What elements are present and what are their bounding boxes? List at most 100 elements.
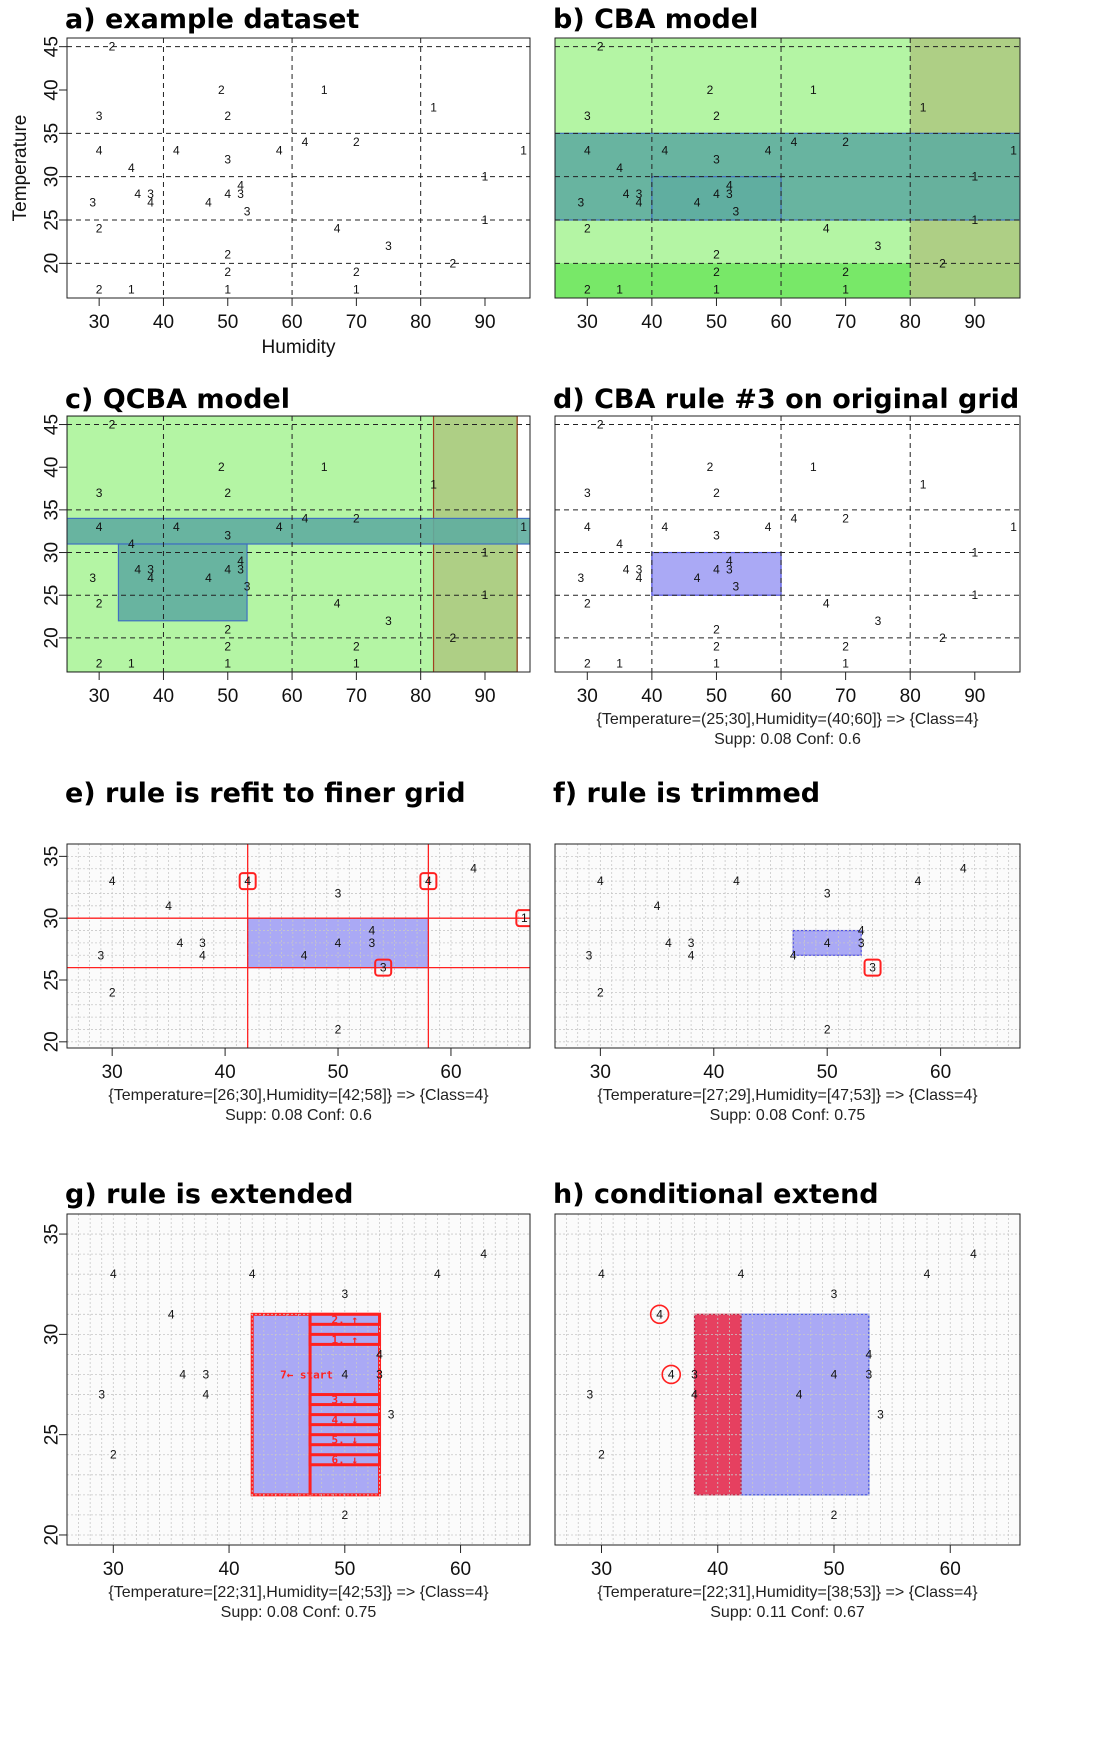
data-point: 3 (732, 580, 739, 594)
data-point: 4 (434, 1267, 441, 1281)
data-point: 4 (796, 1388, 803, 1402)
data-point: 3 (376, 1367, 383, 1381)
data-point: 4 (713, 187, 720, 201)
data-point: 3 (713, 528, 720, 542)
data-point: 4 (369, 924, 376, 938)
data-point: 2 (224, 109, 231, 123)
x-tick-label: 30 (591, 1559, 612, 1580)
extension-step (308, 1332, 382, 1346)
data-point: 4 (691, 1388, 698, 1402)
y-axis-label: Temperature (10, 115, 31, 222)
data-point: 1 (224, 282, 231, 296)
data-point: 4 (694, 571, 701, 585)
data-point: 2 (353, 265, 360, 279)
panel-title: h) conditional extend (553, 1179, 879, 1210)
data-point: 2 (335, 1022, 342, 1036)
start-label: 7← start (280, 1368, 333, 1381)
data-point: 1 (128, 282, 135, 296)
data-point: 4 (915, 874, 922, 888)
panel-h: h) conditional extend 4 4 3 4 4 4 4 3 4 3 4 4 3 4 3 2 2 30… (550, 1179, 1100, 1699)
data-point: 4 (335, 936, 342, 950)
data-point: 3 (875, 614, 882, 628)
data-point: 1 (810, 83, 817, 97)
data-point: 4 (199, 948, 206, 962)
data-point: 2 (224, 265, 231, 279)
plot-frame (554, 1213, 1021, 1546)
plot-area: 2. ↑ 1. ↑ 3. ↓ 4. ↓ 5. ↓ 6. ↓ 7← start 4 4 3 4 4 4 4 3… (42, 1213, 531, 1621)
data-point: 1 (520, 520, 527, 534)
data-point: 3 (224, 152, 231, 166)
plot-frame (554, 843, 1021, 1049)
plot-inner: 2. ↑ 1. ↑ 3. ↓ 4. ↓ 5. ↓ 6. ↓ 7← start 4 4 3 4 4 4 4 3… (67, 1214, 530, 1545)
x-tick-label: 60 (450, 1559, 471, 1580)
data-point: 4 (654, 899, 661, 913)
data-point: 4 (623, 563, 630, 577)
data-point: 2 (353, 135, 360, 149)
data-point: 2 (842, 265, 849, 279)
data-point: 4 (96, 144, 103, 158)
data-point: 4 (831, 1367, 838, 1381)
data-point: 3 (713, 152, 720, 166)
x-tick-label: 80 (410, 312, 431, 333)
x-tick-label: 80 (900, 686, 921, 707)
y-tick-label: 40 (42, 457, 63, 478)
data-point: 3 (726, 187, 733, 201)
data-point: 3 (584, 486, 591, 500)
data-point: 2 (224, 639, 231, 653)
rule-region (740, 1313, 870, 1496)
data-point: 1 (971, 170, 978, 184)
data-point: 4 (128, 161, 135, 175)
data-point: 3 (732, 204, 739, 218)
panel-e: e) rule is refit to finer grid 4 4 3 4 4 4 1 4 3 4… (0, 778, 550, 1195)
data-point: 4 (147, 196, 154, 210)
data-point: 3 (875, 239, 882, 253)
x-tick-label: 70 (835, 686, 856, 707)
data-point: 4 (656, 1307, 663, 1321)
data-point: 2 (842, 639, 849, 653)
y-tick-label: 35 (42, 846, 63, 867)
rule-caption: Supp: 0.08 Conf: 0.75 (221, 1604, 377, 1621)
y-tick-label: 30 (42, 1324, 63, 1345)
x-tick-label: 50 (706, 686, 727, 707)
x-tick-label: 60 (930, 1062, 951, 1083)
data-point: 2 (353, 639, 360, 653)
y-tick-label: 40 (42, 79, 63, 100)
x-tick-label: 30 (590, 1062, 611, 1083)
data-point: 1 (810, 460, 817, 474)
data-point: 4 (425, 874, 432, 888)
x-tick-label: 90 (474, 312, 495, 333)
data-point: 4 (924, 1267, 931, 1281)
data-point: 4 (128, 537, 135, 551)
rule-caption: {Temperature=[22;31],Humidity=[38;53]} =… (597, 1584, 978, 1601)
data-point: 3 (369, 936, 376, 950)
data-point: 4 (134, 187, 141, 201)
x-tick-label: 40 (153, 686, 174, 707)
data-point: 4 (726, 178, 733, 192)
data-point: 4 (173, 520, 180, 534)
data-point: 3 (341, 1287, 348, 1301)
data-point: 1 (842, 282, 849, 296)
data-point: 2 (109, 418, 116, 432)
data-point: 2 (713, 622, 720, 636)
data-point: 4 (302, 135, 309, 149)
x-tick-label: 30 (89, 312, 110, 333)
data-point: 3 (726, 563, 733, 577)
data-point: 4 (168, 1307, 175, 1321)
data-point: 4 (480, 1247, 487, 1261)
data-point: 2 (584, 222, 591, 236)
x-tick-label: 60 (770, 686, 791, 707)
data-point: 4 (276, 144, 283, 158)
data-point: 4 (334, 597, 341, 611)
data-point: 2 (96, 597, 103, 611)
data-point: 2 (597, 418, 604, 432)
data-point: 3 (244, 204, 251, 218)
plot-frame (554, 37, 1021, 299)
x-tick-label: 30 (89, 686, 110, 707)
data-point: 2 (584, 656, 591, 670)
data-point: 2 (707, 460, 714, 474)
highlight-box (515, 909, 530, 928)
